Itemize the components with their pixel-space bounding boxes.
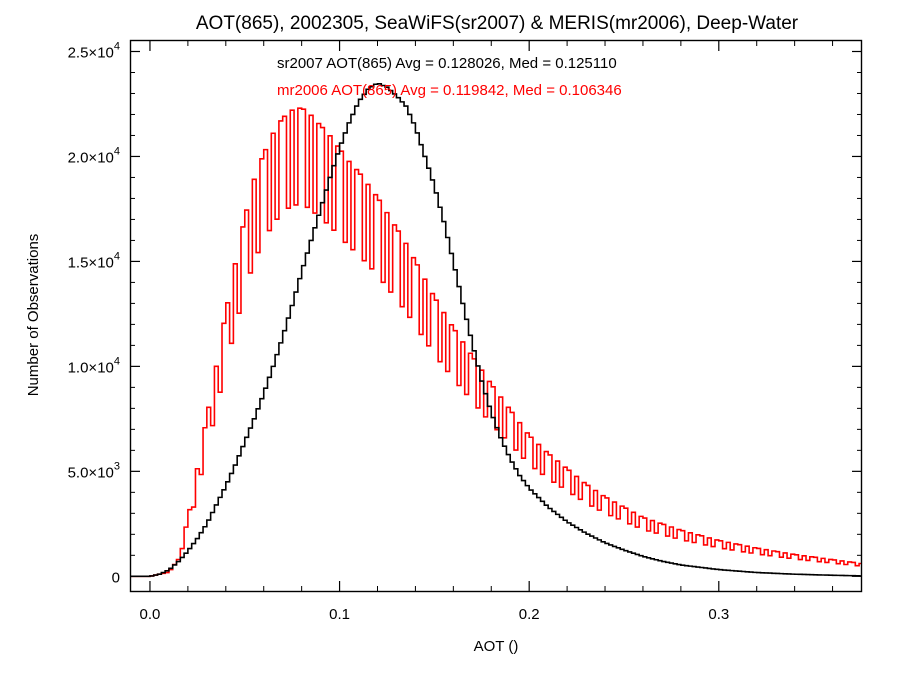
x-axis-label: AOT () bbox=[474, 638, 519, 655]
x-tick-label: 0.2 bbox=[519, 606, 540, 623]
chart-title: AOT(865), 2002305, SeaWiFS(sr2007) & MER… bbox=[196, 13, 799, 34]
annotations: sr2007 AOT(865) Avg = 0.128026, Med = 0.… bbox=[277, 55, 622, 99]
plot-frame bbox=[129, 39, 863, 593]
plot-area bbox=[131, 83, 861, 578]
y-tick-label: 0 bbox=[112, 569, 120, 586]
y-axis-label: Number of Observations bbox=[25, 234, 42, 397]
y-tick-label: 5.0×103 bbox=[68, 460, 120, 481]
x-tick-label: 0.1 bbox=[329, 606, 350, 623]
x-tick-label: 0.0 bbox=[140, 606, 161, 623]
series-sr2007-line bbox=[131, 83, 861, 578]
y-tick-label: 2.0×104 bbox=[68, 145, 120, 166]
y-axis: 0 5.0×103 1.0×104 1.5×104 2.0×104 2.5×104 bbox=[68, 40, 861, 586]
x-axis: 0.0 0.1 0.2 0.3 bbox=[140, 41, 834, 623]
y-tick-label: 2.5×104 bbox=[68, 40, 120, 61]
annotation-sr2007: sr2007 AOT(865) Avg = 0.128026, Med = 0.… bbox=[277, 55, 617, 72]
y-tick-label: 1.0×104 bbox=[68, 355, 120, 376]
annotation-mr2006: mr2006 AOT(865) Avg = 0.119842, Med = 0.… bbox=[277, 82, 622, 99]
series-mr2006-line bbox=[131, 107, 861, 578]
x-tick-label: 0.3 bbox=[708, 606, 729, 623]
y-tick-label: 1.5×104 bbox=[68, 250, 120, 271]
